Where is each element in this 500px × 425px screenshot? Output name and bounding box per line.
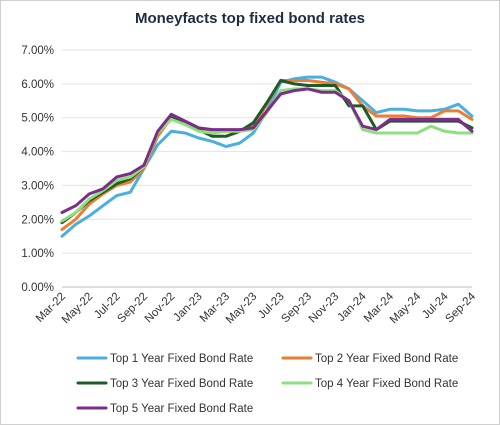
y-tick-label: 4.00% [21, 147, 54, 159]
x-tick-label: May-23 [224, 291, 260, 327]
legend-label-4: Top 4 Year Fixed Bond Rate [315, 378, 458, 390]
series-line-3 [60, 79, 474, 225]
legend-label-5: Top 5 Year Fixed Bond Rate [110, 403, 253, 415]
y-tick-label: 0.00% [21, 282, 54, 294]
x-tick-label: May-22 [60, 291, 96, 327]
y-tick-label: 3.00% [21, 180, 54, 192]
y-tick-label: 2.00% [21, 214, 54, 226]
chart-title: Moneyfacts top fixed bond rates [134, 10, 366, 27]
x-tick-label: Nov-23 [307, 291, 342, 326]
legend-label-3: Top 3 Year Fixed Bond Rate [110, 378, 253, 390]
y-tick-label: 1.00% [21, 248, 54, 260]
x-tick-label: Sep-24 [443, 290, 478, 325]
y-tick-label: 6.00% [21, 79, 54, 91]
legend-label-1: Top 1 Year Fixed Bond Rate [110, 353, 253, 365]
x-tick-label: May-24 [388, 290, 424, 326]
y-tick-label: 5.00% [21, 113, 54, 125]
legend-label-2: Top 2 Year Fixed Bond Rate [315, 353, 458, 365]
x-tick-label: Nov-22 [143, 291, 178, 326]
y-tick-label: 7.00% [21, 45, 54, 57]
series-line-5 [60, 87, 474, 214]
